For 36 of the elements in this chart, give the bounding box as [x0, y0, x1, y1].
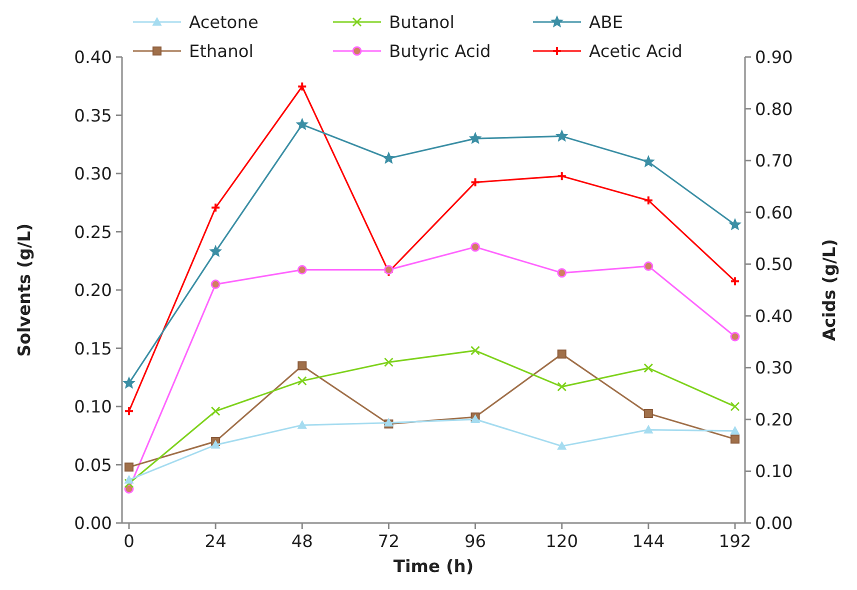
y2-tick-label: 0.60 — [755, 203, 793, 224]
y-tick-label: 0.05 — [74, 456, 112, 476]
legend-label: Acetic Acid — [589, 42, 682, 62]
legend-label: ABE — [589, 13, 624, 33]
y-tick-label: 0.35 — [74, 106, 112, 126]
x-tick-label: 72 — [378, 532, 400, 552]
y2-tick-label: 0.40 — [755, 306, 793, 327]
legend-label: Butanol — [389, 13, 454, 33]
y2-tick-label: 0.90 — [755, 48, 793, 68]
x-tick-label: 96 — [464, 532, 486, 552]
y2-tick-label: 0.00 — [755, 514, 793, 534]
y2-tick-label: 0.30 — [755, 358, 793, 379]
y-tick-label: 0.40 — [74, 48, 112, 68]
y-tick-label: 0.00 — [74, 514, 112, 534]
x-tick-label: 120 — [546, 532, 578, 552]
y-tick-label: 0.20 — [74, 281, 112, 301]
y-tick-label: 0.10 — [74, 398, 112, 418]
y2-tick-label: 0.10 — [755, 462, 793, 482]
y2-tick-label: 0.80 — [755, 100, 793, 120]
y2-tick-label: 0.70 — [755, 152, 793, 172]
x-tick-label: 48 — [291, 532, 313, 552]
y2-tick-label: 0.20 — [755, 410, 793, 430]
legend-label: Ethanol — [189, 42, 254, 62]
x-tick-label: 192 — [718, 532, 752, 552]
y-axis-title: Solvents (g/L) — [15, 223, 35, 357]
x-axis-title: Time (h) — [393, 557, 474, 577]
y-tick-label: 0.30 — [74, 164, 112, 184]
y-tick-label: 0.25 — [74, 222, 112, 243]
legend-label: Acetone — [189, 13, 258, 33]
x-tick-label: 0 — [124, 532, 134, 552]
y2-axis-title: Acids (g/L) — [820, 238, 840, 342]
y-tick-label: 0.15 — [74, 339, 112, 360]
y2-tick-label: 0.50 — [755, 255, 793, 276]
x-tick-label: 24 — [204, 532, 226, 552]
legend-label: Butyric Acid — [389, 42, 491, 62]
x-tick-label: 144 — [632, 532, 665, 552]
